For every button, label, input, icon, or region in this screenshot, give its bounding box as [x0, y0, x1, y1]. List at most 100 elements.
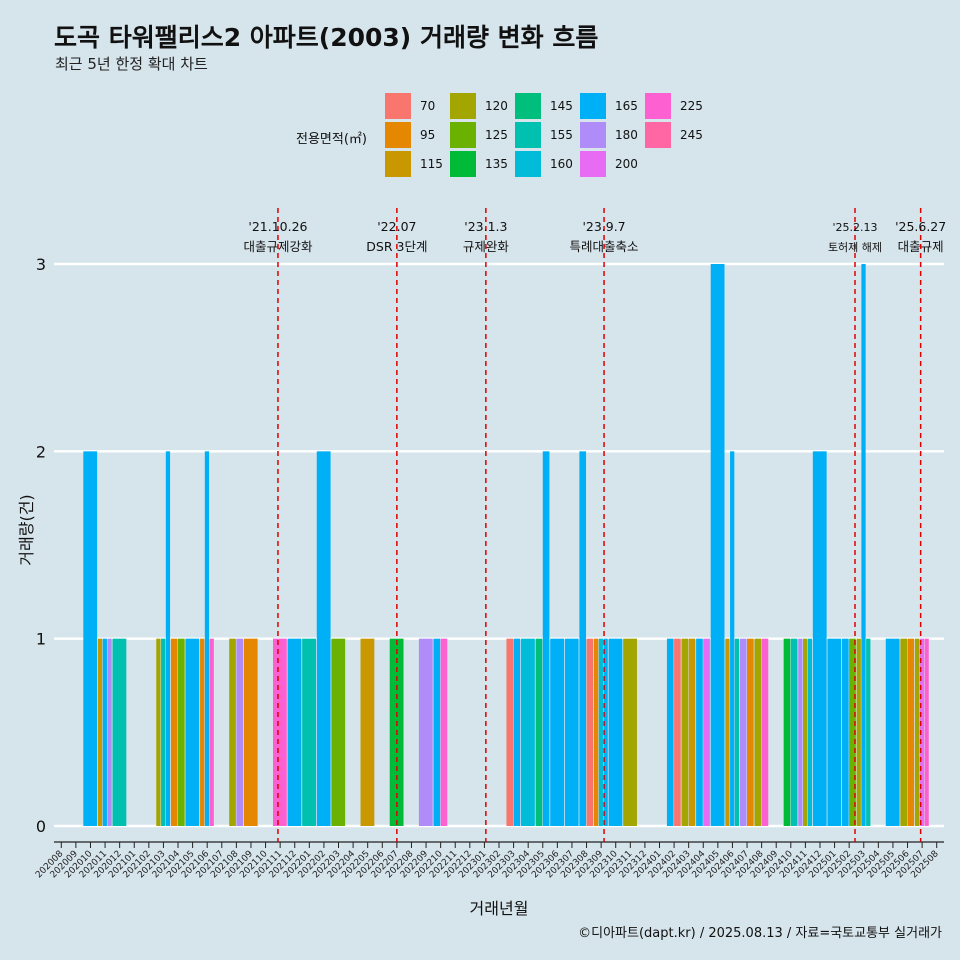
bar — [229, 638, 236, 826]
legend-item: 135 — [450, 150, 514, 178]
legend-label: 115 — [420, 157, 443, 171]
bar — [83, 451, 98, 826]
bar — [598, 638, 604, 826]
legend-key — [580, 122, 606, 148]
source-caption: ©디아파트(dapt.kr) / 2025.08.13 / 자료=국토교통부 실… — [578, 926, 942, 941]
event-date: '25.6.27 — [895, 219, 946, 234]
legend-label: 225 — [680, 99, 703, 113]
legend-key — [450, 93, 476, 119]
legend: 전용면적(㎡) 70 95 115 120 125 135 145 155 160 165 180 2… — [296, 92, 726, 182]
legend-item: 200 — [580, 150, 644, 178]
event-date: '21.10.26 — [248, 219, 307, 234]
bar — [666, 638, 674, 826]
legend-key — [450, 122, 476, 148]
bar — [907, 638, 915, 826]
bar — [593, 638, 599, 826]
bar — [204, 451, 210, 826]
legend-key — [515, 151, 541, 177]
bar — [861, 264, 866, 826]
bar — [440, 638, 448, 826]
bar — [725, 638, 730, 826]
legend-item: 125 — [450, 121, 514, 149]
legend-label: 200 — [615, 157, 638, 171]
legend-item: 225 — [645, 92, 709, 120]
event-date: '22.07 — [377, 219, 416, 234]
legend-label: 155 — [550, 128, 573, 142]
bar — [521, 638, 535, 826]
bar — [433, 638, 441, 826]
legend-label: 165 — [615, 99, 638, 113]
event-label: 대출규제 — [898, 239, 944, 254]
legend-label: 95 — [420, 128, 436, 142]
bar — [761, 638, 769, 826]
legend-item: 120 — [450, 92, 514, 120]
legend-item: 145 — [515, 92, 579, 120]
y-axis-title: 거래량(건) — [17, 494, 36, 565]
y-tick-label: 0 — [36, 817, 46, 836]
bar — [674, 638, 681, 826]
legend-label: 135 — [485, 157, 508, 171]
bar — [102, 638, 107, 826]
bar — [586, 638, 594, 826]
bar — [185, 638, 200, 826]
bar — [165, 451, 171, 826]
legend-item: 70 — [385, 92, 449, 120]
bar — [754, 638, 762, 826]
legend-item: 115 — [385, 150, 449, 178]
event-label: 특례대출축소 — [570, 239, 639, 254]
legend-key — [450, 151, 476, 177]
bar — [730, 451, 735, 826]
legend-item: 245 — [645, 121, 709, 149]
bar — [914, 638, 920, 826]
bar — [360, 638, 375, 826]
legend-item: 155 — [515, 121, 579, 149]
legend-item: 160 — [515, 150, 579, 178]
bar — [564, 638, 579, 826]
bar — [513, 638, 521, 826]
legend-label: 160 — [550, 157, 573, 171]
y-tick-label: 2 — [36, 442, 46, 461]
bar — [331, 638, 346, 826]
legend-key — [515, 93, 541, 119]
bar — [506, 638, 514, 826]
legend-title: 전용면적(㎡) — [296, 132, 367, 147]
chart-title: 도곡 타워팰리스2 아파트(2003) 거래량 변화 흐름 — [54, 23, 599, 52]
legend-key — [515, 122, 541, 148]
bar — [550, 638, 565, 826]
legend-label: 120 — [485, 99, 508, 113]
event-date: '25.2.13 — [832, 221, 877, 234]
bar — [790, 638, 798, 826]
bar — [579, 451, 587, 826]
legend-label: 125 — [485, 128, 508, 142]
y-tick-label: 1 — [36, 630, 46, 649]
bar — [623, 638, 637, 826]
bar — [924, 638, 929, 826]
bar — [272, 638, 287, 826]
bar — [900, 638, 908, 826]
x-axis-title: 거래년월 — [470, 899, 529, 918]
bar — [97, 638, 103, 826]
event-date: '23.1.3 — [464, 219, 507, 234]
bar — [688, 638, 696, 826]
bar — [170, 638, 178, 826]
legend-key — [385, 151, 411, 177]
bar — [608, 638, 623, 826]
bar — [178, 638, 185, 826]
event-date: '23.9.7 — [582, 219, 625, 234]
legend-item: 180 — [580, 121, 644, 149]
bar — [827, 638, 842, 826]
legend-item: 95 — [385, 121, 449, 149]
bar — [803, 638, 808, 826]
bar — [866, 638, 871, 826]
legend-label: 145 — [550, 99, 573, 113]
bar — [710, 264, 725, 826]
legend-key — [645, 93, 671, 119]
legend-label: 70 — [420, 99, 436, 113]
bar — [696, 638, 703, 826]
chart-subtitle: 최근 5년 한정 확대 차트 — [55, 55, 208, 73]
legend-key — [645, 122, 671, 148]
legend-item: 165 — [580, 92, 644, 120]
bar — [302, 638, 316, 826]
bar — [112, 638, 127, 826]
event-label: 규제완화 — [463, 239, 510, 254]
